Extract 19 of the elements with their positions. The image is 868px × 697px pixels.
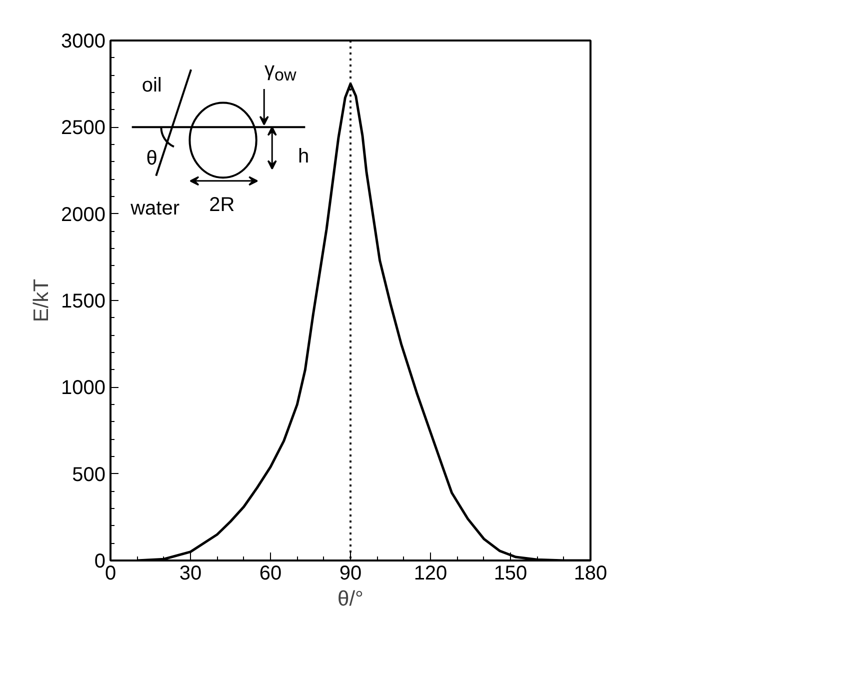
x-tick-label: 180 [574,562,608,584]
x-tick-label: 150 [494,562,528,584]
annotation: θ [146,147,158,170]
annotation: oil [142,74,162,97]
annotation: water [130,198,180,220]
x-tick-label: 90 [339,562,362,584]
x-tick-label: 30 [179,562,202,584]
annotation: 2R [209,194,235,216]
y-tick-label: 2000 [61,204,106,226]
y-tick-label: 1000 [61,377,106,400]
y-tick-label: 1500 [61,290,106,312]
x-tick-label: 120 [414,562,448,584]
x-tick-label: 60 [259,562,282,584]
y-tick-label: 3000 [61,30,106,52]
y-axis-title: E/kT [30,278,54,322]
x-axis-title: θ/° [338,588,364,610]
y-tick-label: 2500 [61,117,106,140]
y-tick-label: 500 [72,464,106,486]
annotation: h [298,146,310,168]
